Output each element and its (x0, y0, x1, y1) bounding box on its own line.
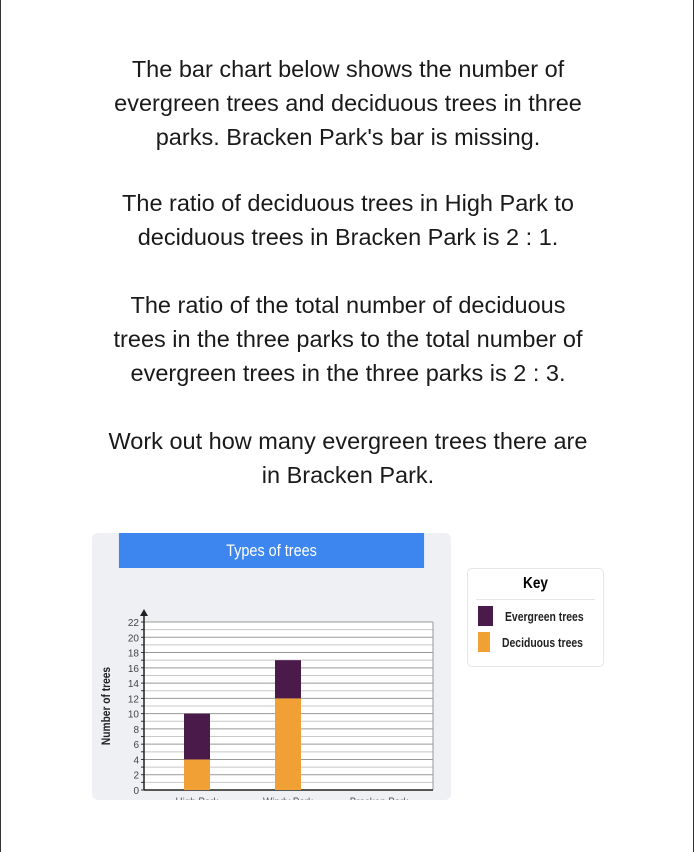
y-tick-label: 4 (133, 755, 139, 766)
legend-swatch-evergreen (478, 606, 493, 626)
legend-swatch-deciduous (478, 632, 490, 652)
y-tick-label: 8 (133, 725, 139, 736)
y-tick-label: 18 (128, 649, 140, 660)
y-tick-label: 14 (128, 679, 140, 690)
question-line: evergreen trees in the three parks is 2 … (130, 360, 566, 386)
question-line: in Bracken Park. (261, 462, 435, 488)
bar-evergreen (275, 660, 301, 699)
question-line: The ratio of the total number of deciduo… (130, 292, 566, 318)
y-tick-label: 16 (128, 664, 140, 675)
x-tick-label: Windy Park (263, 796, 314, 800)
y-tick-label: 0 (133, 786, 139, 797)
bar-deciduous (184, 759, 210, 790)
bar-chart: 0 2 4 6 8 10 12 14 16 18 20 22 High Park Windy Park Br… (100, 609, 434, 800)
legend-item-deciduous: Deciduous trees (478, 632, 603, 652)
y-tick-label: 2 (133, 771, 139, 782)
x-tick-label: High Park (176, 796, 219, 800)
y-axis-arrow (140, 609, 148, 616)
question-line: trees in the three parks to the total nu… (113, 326, 583, 352)
legend-title: Key (523, 575, 548, 592)
y-axis-label: Number of trees (100, 667, 113, 745)
question-line: Work out how many evergreen trees there … (108, 428, 588, 454)
y-tick-label: 22 (128, 618, 140, 629)
legend-item-evergreen: Evergreen trees (478, 606, 603, 626)
y-tick-label: 20 (128, 633, 140, 644)
question-line: evergreen trees and deciduous trees in t… (114, 90, 582, 116)
y-tick-label: 10 (128, 710, 140, 721)
y-tick-label: 12 (128, 694, 140, 705)
question-line: The bar chart below shows the number of (131, 56, 565, 82)
legend-label: Deciduous trees (501, 634, 583, 650)
chart-panel: Types of trees 0 2 4 6 8 10 12 14 16 18 20 22 High P… (92, 533, 451, 800)
question-line: The ratio of deciduous trees in High Par… (122, 190, 574, 216)
y-tick-label: 6 (133, 740, 139, 751)
chart-title: Types of trees (118, 533, 425, 568)
x-tick-label: Bracken Park (350, 796, 409, 800)
bar-evergreen (184, 713, 210, 760)
bar-deciduous (275, 698, 301, 790)
question-line: parks. Bracken Park's bar is missing. (155, 124, 541, 150)
legend: Key Evergreen trees Deciduous trees (467, 568, 604, 667)
question-line: deciduous trees in Bracken Park is 2 : 1… (137, 224, 559, 250)
legend-label: Evergreen trees (504, 608, 584, 624)
